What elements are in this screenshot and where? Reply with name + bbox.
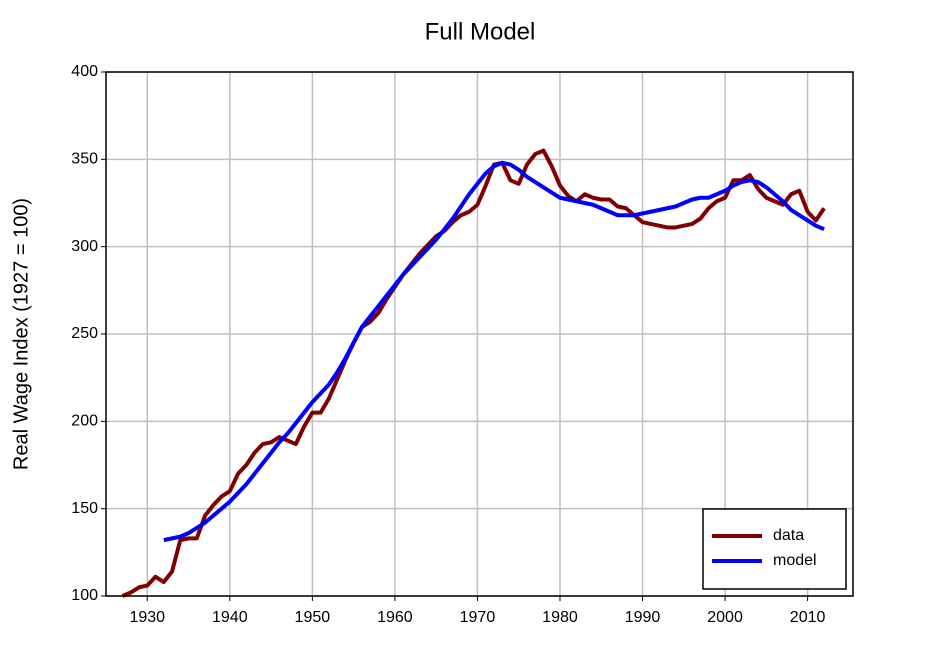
y-tick-label: 300 [71,238,98,255]
line-series [121,148,826,598]
legend-box [702,508,847,590]
x-tick-label: 2000 [707,609,743,626]
x-tick-label: 1940 [212,609,248,626]
plot-frame [105,71,854,597]
y-tick-label: 200 [71,413,98,430]
y-tick-label: 400 [71,63,98,80]
y-axis-label: Real Wage Index (1927 = 100) [10,198,32,470]
x-tick-label: 2010 [790,609,826,626]
line-series [163,160,825,543]
x-tick-label: 1970 [460,609,496,626]
legend-label: model [773,552,817,569]
y-tick-label: 100 [71,587,98,604]
x-tick-label: 1960 [377,609,413,626]
chart-title: Full Model [425,18,536,45]
x-tick-label: 1990 [625,609,661,626]
y-tick-label: 150 [71,500,98,517]
y-tick-label: 350 [71,151,98,168]
x-tick-label: 1980 [542,609,578,626]
x-tick-label: 1930 [129,609,165,626]
legend-label: data [773,527,804,544]
x-tick-label: 1950 [295,609,331,626]
y-tick-label: 250 [71,325,98,342]
